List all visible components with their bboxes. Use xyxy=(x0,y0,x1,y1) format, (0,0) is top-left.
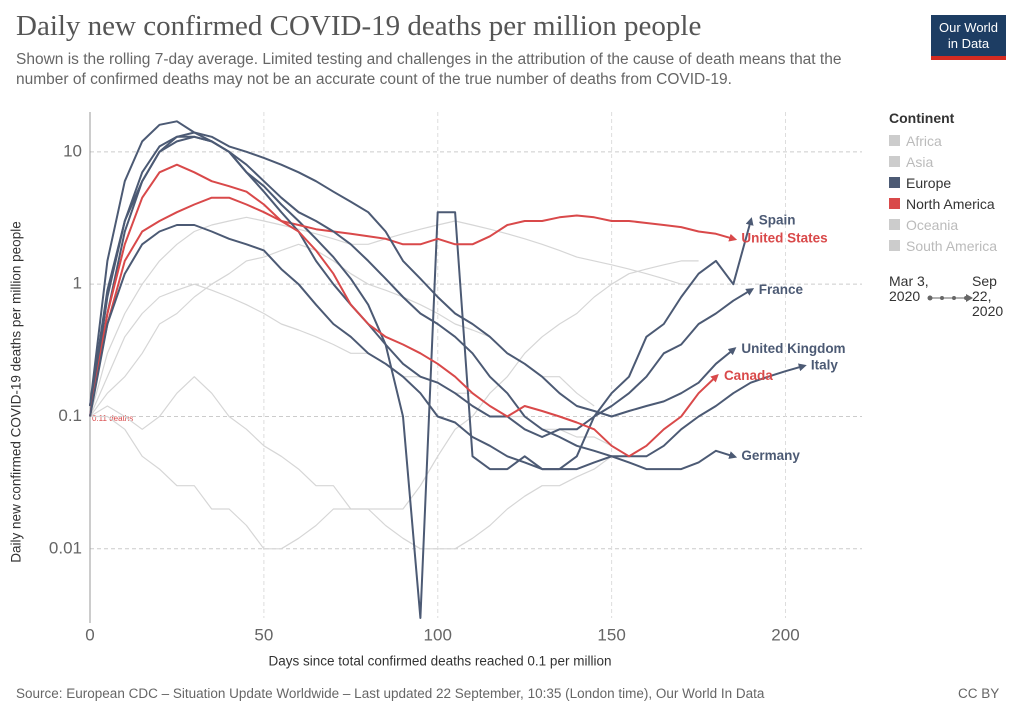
annotation: 0.11 deaths xyxy=(92,414,133,423)
legend-label: South America xyxy=(906,237,998,254)
license: CC BY xyxy=(958,686,1000,701)
legend-label: Oceania xyxy=(906,216,959,233)
x-tick-label: 100 xyxy=(424,625,452,644)
chart-subtitle: Shown is the rolling 7-day average. Limi… xyxy=(16,51,842,88)
legend-item[interactable]: Oceania xyxy=(889,214,997,235)
x-tick-label: 150 xyxy=(597,625,625,644)
x-tick-label: 50 xyxy=(254,625,273,644)
logo-line: Our World xyxy=(939,20,998,35)
y-tick-label: 0.01 xyxy=(49,538,82,557)
series-line xyxy=(89,135,807,458)
series-label: France xyxy=(759,282,804,297)
legend-swatch xyxy=(889,156,900,167)
logo[interactable]: Our World in Data xyxy=(931,15,1006,60)
legend-swatch xyxy=(889,135,900,146)
legend-label: Asia xyxy=(906,153,934,170)
background-line xyxy=(89,283,647,457)
y-axis-label: Daily new confirmed COVID-19 deaths per … xyxy=(9,221,24,562)
series-label: Spain xyxy=(759,213,796,228)
y-tick-label: 10 xyxy=(63,141,82,160)
legend-item[interactable]: South America xyxy=(889,235,997,256)
legend-item[interactable]: North America xyxy=(889,193,997,214)
y-tick-label: 0.1 xyxy=(58,406,82,425)
legend-label: North America xyxy=(906,195,995,212)
series-label: United Kingdom xyxy=(741,341,845,356)
slider-handle[interactable] xyxy=(966,294,973,302)
x-tick-label: 200 xyxy=(771,625,799,644)
slider-dot xyxy=(952,296,956,300)
legend: Continent Africa Asia Europe North America Oc… xyxy=(889,110,997,256)
series-label: Germany xyxy=(741,448,800,463)
logo-line: in Data xyxy=(947,36,990,51)
time-end[interactable]: Sep 22, 2020 xyxy=(972,273,1004,319)
chart-title: Daily new confirmed COVID-19 deaths per … xyxy=(16,10,702,42)
background-line xyxy=(89,260,699,510)
legend-label: Europe xyxy=(906,174,952,191)
slider-dot xyxy=(940,296,944,300)
series-label: Italy xyxy=(811,358,839,373)
time-start[interactable]: Mar 3, 2020 xyxy=(889,273,929,304)
background-line xyxy=(90,415,647,550)
series-line xyxy=(89,196,738,407)
series-label: United States xyxy=(741,230,827,245)
slider-handle[interactable] xyxy=(927,295,933,301)
legend-label: Africa xyxy=(906,132,942,149)
legend-swatch xyxy=(889,198,900,209)
series-line xyxy=(89,131,737,418)
x-axis-label: Days since total confirmed deaths reache… xyxy=(269,654,612,669)
legend-title: Continent xyxy=(889,110,955,126)
y-tick-label: 1 xyxy=(73,274,82,293)
background-line xyxy=(89,216,699,417)
legend-swatch xyxy=(889,219,900,230)
series-line xyxy=(89,163,719,458)
legend-item[interactable]: Africa xyxy=(889,130,997,151)
source: Source: European CDC – Situation Update … xyxy=(16,686,765,701)
series-label: Canada xyxy=(724,368,773,383)
legend-item[interactable]: Europe xyxy=(889,172,997,193)
series-line xyxy=(89,224,738,471)
series-line xyxy=(89,120,754,619)
legend-swatch xyxy=(889,177,900,188)
legend-item[interactable]: Asia xyxy=(889,151,997,172)
legend-swatch xyxy=(889,240,900,251)
x-tick-label: 0 xyxy=(85,625,94,644)
